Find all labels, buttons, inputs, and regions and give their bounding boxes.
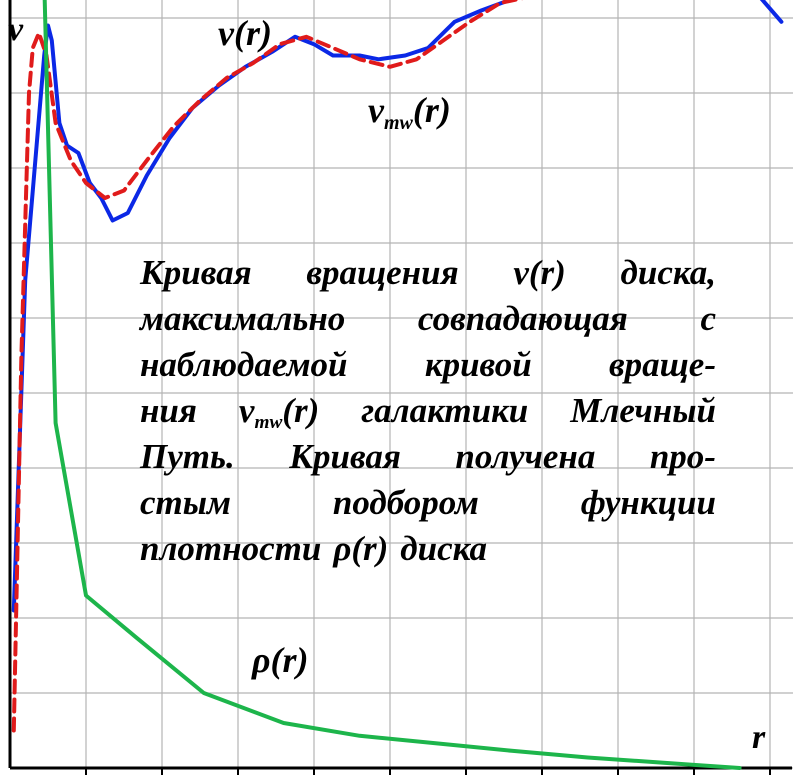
caption-word: враще- xyxy=(609,345,716,384)
vmw-label-sub: mw xyxy=(384,112,414,134)
caption-word: максимально xyxy=(140,299,346,338)
caption-word: вращения xyxy=(306,253,459,292)
caption-word: Млечный xyxy=(570,391,716,430)
x-axis-label: r xyxy=(752,719,766,756)
subscript: mw xyxy=(254,411,283,433)
series-line-1 xyxy=(11,0,784,613)
axes xyxy=(8,0,792,775)
caption-word: Кривая xyxy=(140,253,252,292)
caption-word: плотности xyxy=(140,529,322,568)
y-axis-label: v xyxy=(8,11,24,48)
caption-word: с xyxy=(700,299,716,338)
caption-line-4: ния vmw(r) галактики Млечный xyxy=(140,388,716,434)
caption-word: диска, xyxy=(620,253,716,292)
caption-line-7: плотности ρ(r) диска xyxy=(140,526,716,572)
caption-word: наблюдаемой xyxy=(140,345,348,384)
v-curve-label: v(r) xyxy=(218,13,272,53)
caption-word: про- xyxy=(649,437,716,476)
vmw-label-tail: (r) xyxy=(413,90,451,130)
caption-line-2: максимально совпадающая с xyxy=(140,296,716,342)
caption-word: ρ(r) xyxy=(333,529,389,568)
caption-word: диска xyxy=(400,529,488,568)
grid xyxy=(9,0,793,769)
caption-word: ния xyxy=(140,391,197,430)
vmw-curve-label: vmw(r) xyxy=(368,90,451,134)
caption-word: галактики xyxy=(361,391,529,430)
caption-word: кривой xyxy=(424,345,532,384)
caption-line-5: Путь. Кривая получена про- xyxy=(140,434,716,480)
caption-word: v(r) xyxy=(513,253,566,292)
vmw-label-main: v xyxy=(368,90,385,130)
caption-line-1: Кривая вращения v(r) диска, xyxy=(140,250,716,296)
caption-line-6: стым подбором функции xyxy=(140,480,716,526)
series-layer xyxy=(11,0,784,770)
caption-word: получена xyxy=(455,437,596,476)
caption-line-3: наблюдаемой кривой враще- xyxy=(140,342,716,388)
caption-word: подбором xyxy=(332,483,479,522)
caption-word: стым xyxy=(140,483,232,522)
caption-word: функции xyxy=(580,483,716,522)
chart-caption: Кривая вращения v(r) диска, максимально … xyxy=(140,250,716,572)
rho-curve-label: ρ(r) xyxy=(251,640,309,680)
caption-word-subscripted: vmw(r) xyxy=(238,391,320,433)
caption-word: Кривая xyxy=(289,437,401,476)
caption-word: совпадающая xyxy=(417,299,628,338)
series-line-3 xyxy=(42,0,742,770)
caption-word: Путь. xyxy=(140,437,235,476)
